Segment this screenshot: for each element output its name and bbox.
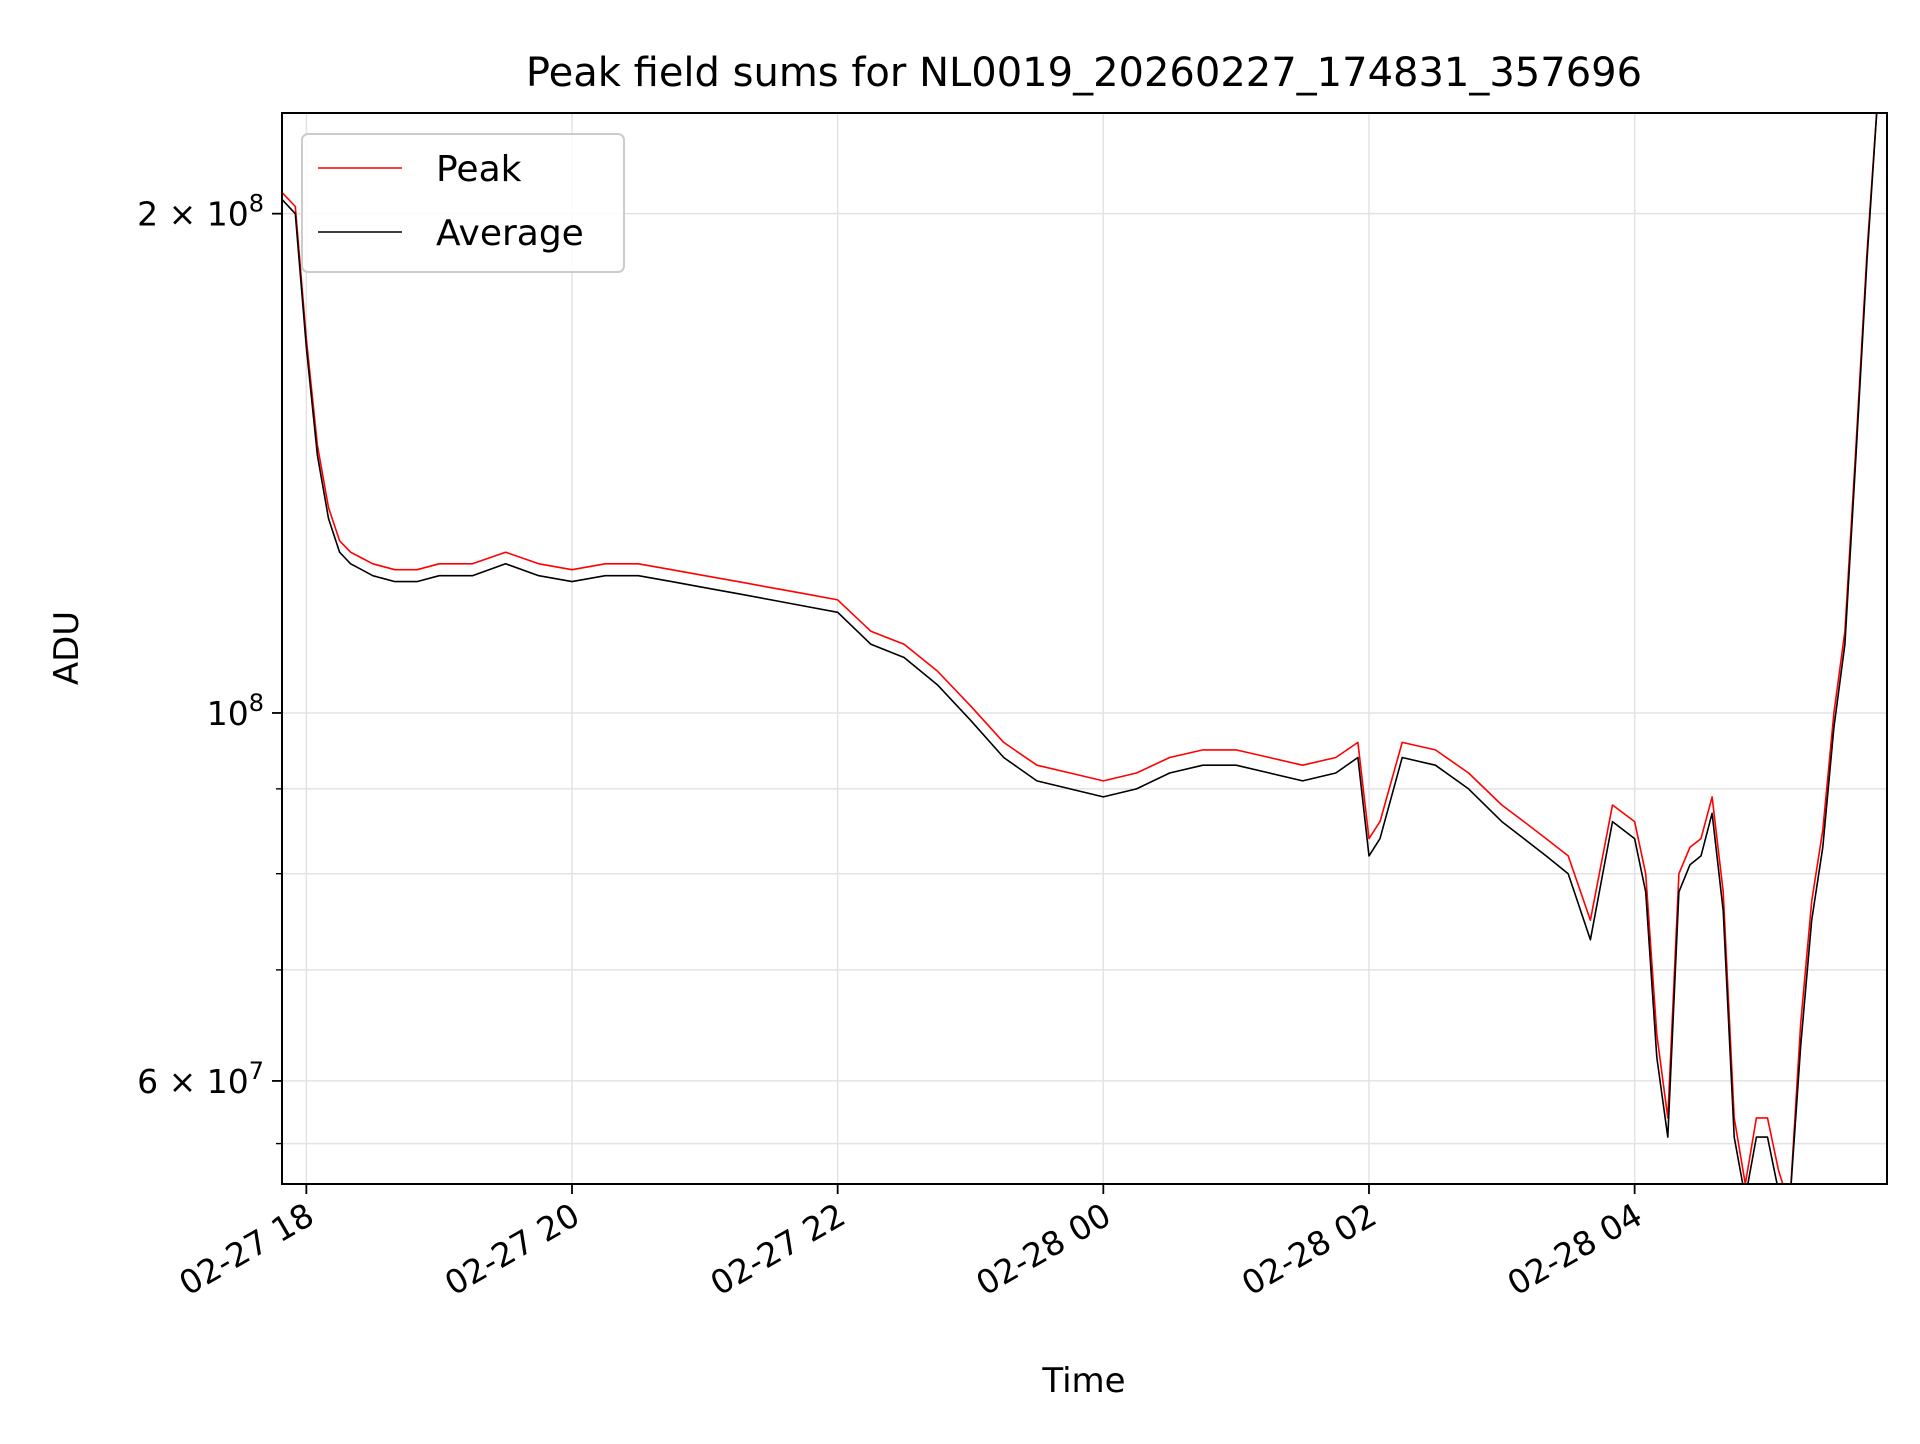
chart-title: Peak field sums for NL0019_20260227_1748…	[526, 50, 1642, 96]
legend-label-peak: Peak	[436, 149, 522, 190]
x-axis-label: Time	[1041, 1361, 1125, 1401]
y-tick-label: 2 × 108	[137, 190, 264, 234]
y-tick-label: 6 × 107	[137, 1057, 264, 1101]
y-axis-label: ADU	[47, 611, 87, 685]
legend: Peak Average	[302, 134, 624, 272]
legend-label-average: Average	[436, 213, 584, 254]
